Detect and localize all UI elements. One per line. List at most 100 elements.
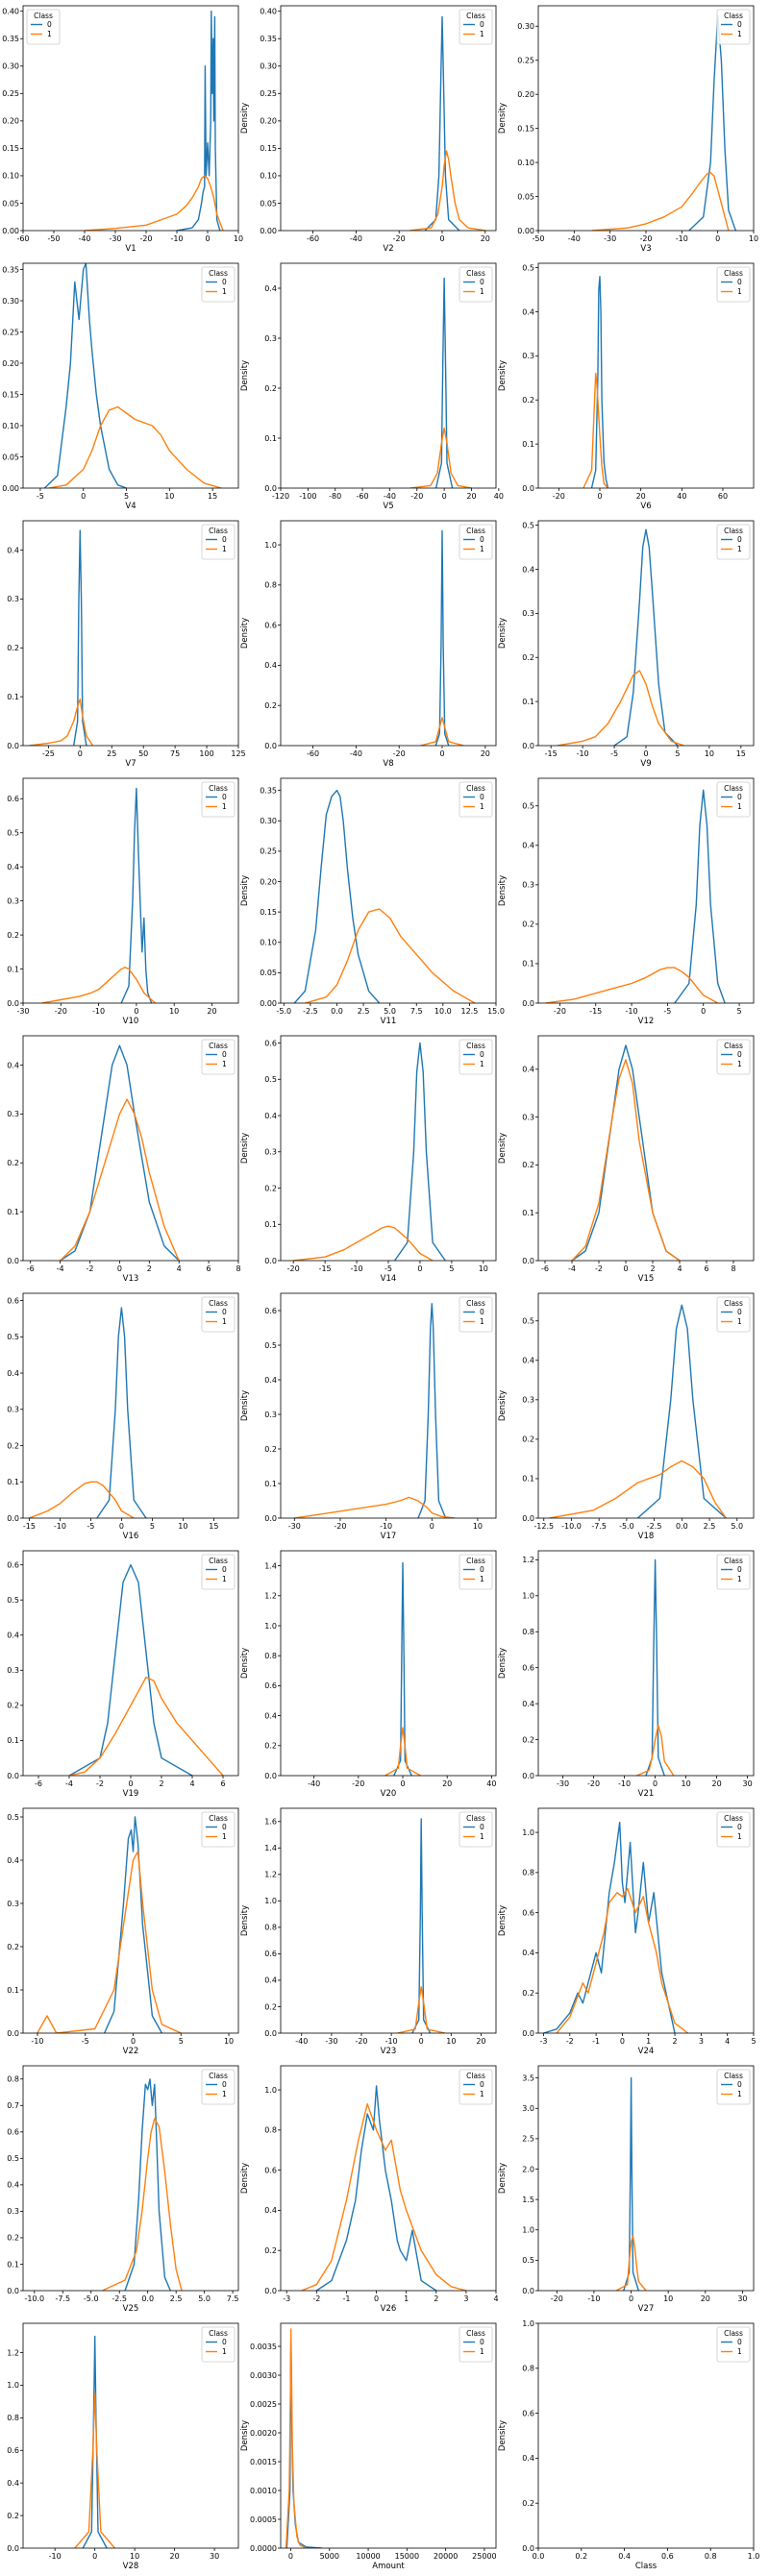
y-tick-label: 0.10 — [2, 172, 19, 181]
x-tick-label: 6 — [207, 1264, 211, 1273]
density-curve-class-1 — [48, 405, 222, 488]
y-tick-label: 0.15 — [2, 390, 19, 399]
legend-box — [201, 524, 236, 560]
legend-label-class-0: 0 — [222, 2080, 227, 2089]
x-tick-label: 10 — [663, 2294, 673, 2303]
x-tick-label: 6 — [704, 1264, 708, 1273]
legend-box — [459, 2069, 493, 2105]
y-tick-label: 0.2 — [7, 644, 19, 652]
x-tick-label: 5 — [124, 492, 129, 501]
x-axis-label: V13 — [123, 1274, 139, 1284]
density-curve-class-0 — [68, 1563, 193, 1776]
legend-label-class-1: 1 — [480, 287, 484, 296]
y-tick-label: 0.2 — [522, 1735, 534, 1744]
x-tick-label: -2 — [595, 1264, 603, 1273]
y-tick-label: 0.0 — [7, 1514, 19, 1523]
legend-title: Class — [209, 269, 228, 278]
legend-title: Class — [209, 1042, 228, 1050]
density-curve-class-0 — [73, 529, 87, 746]
x-tick-label: 20 — [481, 749, 490, 758]
plot-frame — [280, 2322, 497, 2549]
density-curve-class-1 — [29, 1481, 135, 1518]
y-tick-label: 1.6 — [264, 1818, 277, 1827]
x-tick-label: 7.5 — [410, 1007, 423, 1016]
density-curve-class-1 — [41, 967, 156, 1003]
x-tick-label: 125 — [231, 749, 245, 758]
y-tick-label: 1.0 — [522, 2226, 534, 2235]
y-tick-label: 0.2 — [264, 1184, 277, 1192]
density-curve-class-1 — [68, 1676, 224, 1776]
y-tick-label: 1.0 — [522, 1592, 534, 1601]
x-tick-label: 5 — [737, 1007, 742, 1016]
x-tick-label: -40 — [295, 2037, 308, 2046]
x-tick-label: -1 — [342, 2294, 350, 2303]
x-tick-label: 40 — [486, 1779, 496, 1788]
y-tick-label: 1.0 — [522, 1828, 534, 1837]
y-tick-label: 0.8 — [522, 1628, 534, 1636]
x-tick-label: 0 — [701, 1007, 706, 1016]
x-tick-label: 0.0 — [331, 1007, 343, 1016]
y-tick-label: 0.0 — [7, 2544, 19, 2553]
y-tick-label: 2.5 — [522, 2135, 534, 2144]
y-tick-label: 0.2 — [522, 920, 534, 929]
x-tick-label: -10 — [626, 1007, 638, 1016]
density-curve-class-0 — [124, 2078, 171, 2291]
plot-frame — [22, 520, 239, 747]
x-tick-label: -10 — [380, 1522, 392, 1531]
x-tick-label: -40 — [350, 234, 362, 243]
x-tick-label: 100 — [199, 749, 213, 758]
x-tick-label: 10 — [169, 1007, 179, 1016]
plot-frame — [22, 1807, 239, 2034]
x-tick-label: 0 — [629, 2294, 633, 2303]
legend-title: Class — [724, 1557, 743, 1565]
plot-frame — [280, 2065, 497, 2292]
y-tick-label: 0.1 — [264, 1220, 277, 1229]
y-tick-label: 0.5 — [522, 263, 534, 272]
y-tick-label: 0.4 — [522, 1357, 534, 1365]
x-axis-label: V15 — [638, 1274, 655, 1284]
x-tick-label: -15 — [23, 1522, 36, 1531]
x-tick-label: 20 — [466, 492, 476, 501]
y-tick-label: 0.6 — [264, 1039, 277, 1047]
y-tick-label: 0.1 — [522, 960, 534, 969]
x-axis-label: V4 — [125, 502, 136, 511]
x-tick-label: -20 — [352, 1779, 364, 1788]
plot-frame — [280, 262, 497, 489]
legend-label-class-1: 1 — [737, 802, 742, 811]
legend-label-class-0: 0 — [480, 1050, 484, 1059]
x-tick-label: -20 — [393, 234, 406, 243]
y-tick-label: 0.4 — [264, 2206, 277, 2215]
x-tick-label: -40 — [384, 492, 396, 501]
plot-frame — [22, 2322, 239, 2549]
y-tick-label: 0.30 — [2, 62, 19, 71]
y-tick-label: 0.5 — [264, 1075, 277, 1084]
y-tick-label: 0.0 — [522, 742, 534, 750]
x-tick-label: -20 — [587, 1779, 600, 1788]
x-tick-label: -10 — [385, 2037, 398, 2046]
y-tick-label: 0.0 — [264, 484, 277, 493]
x-tick-label: 0.2 — [575, 2552, 587, 2561]
density-curve-class-1 — [420, 717, 464, 746]
x-tick-label: 0 — [620, 2037, 625, 2046]
subplot-v15: -6 -4 -2 0 2 4 6 8 0.0 0.1 0.2 0.3 0.4 V15 Density Clas… — [498, 1035, 755, 1284]
density-curve-class-0 — [82, 2335, 108, 2548]
x-axis-label: V14 — [381, 1274, 397, 1284]
x-tick-label: 5 — [449, 1264, 454, 1273]
x-tick-label: -100 — [299, 492, 316, 501]
y-tick-label: 0.3 — [7, 1110, 19, 1118]
x-tick-label: -40 — [78, 234, 90, 243]
y-tick-label: 0.35 — [2, 35, 19, 43]
legend-label-class-0: 0 — [737, 2080, 742, 2089]
x-tick-label: -20 — [355, 2037, 367, 2046]
y-tick-label: 0.15 — [260, 908, 277, 917]
density-curve-class-0 — [424, 15, 460, 231]
legend-title: Class — [34, 12, 53, 20]
y-tick-label: 0.2 — [7, 931, 19, 940]
x-tick-label: -2.5 — [303, 1007, 318, 1016]
subplot-v23: -40 -30 -20 -10 0 10 200.00.20.40.60.81.01.21.… — [240, 1807, 497, 2056]
x-tick-label: -80 — [329, 492, 341, 501]
density-curve-class-1 — [84, 175, 224, 231]
